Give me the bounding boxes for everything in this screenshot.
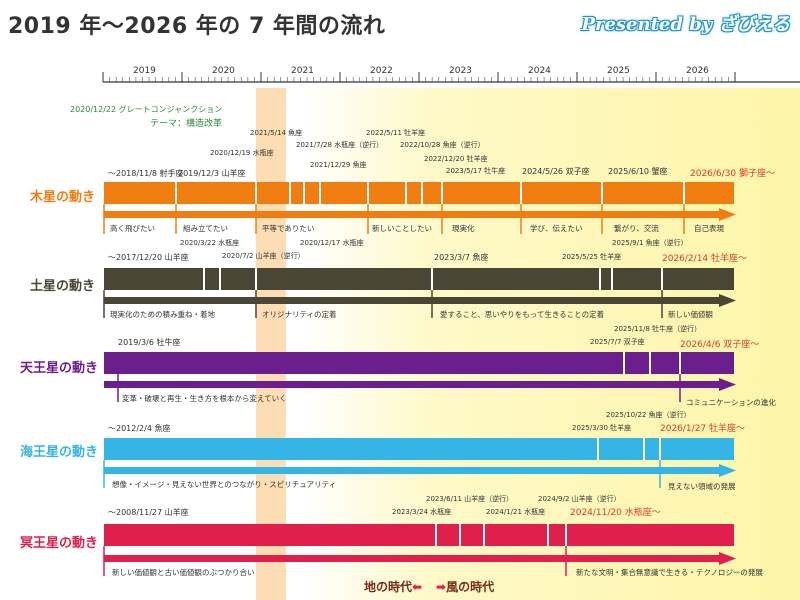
neptune-arrow [104,464,736,477]
presented-by-logo: Presented by ざびえる [581,14,790,35]
saturn-date-7: 2025/9/1 魚座（逆行） [612,239,688,247]
jupiter-date-2: 2019/12/3 山羊座 [178,169,246,178]
saturn-date-4: 2020/12/17 水瓶座 [300,239,364,247]
pluto-date-6: 2024/11/20 水瓶座〜 [570,508,661,518]
year-label-2026: 2026 [686,66,709,76]
year-axis [102,72,800,83]
jupiter-theme-3: 平等でありたい [262,224,315,233]
saturn-arrow [104,294,736,307]
jupiter-theme-2: 組み立てたい [183,224,228,233]
pluto-date-1: 〜2008/11/27 山羊座 [108,508,189,517]
great-conjunction-highlight [256,88,286,600]
pluto-date-2: 2023/3/24 水瓶座 [392,508,452,516]
saturn-date-5: 2023/3/7 魚座 [434,253,489,262]
jupiter-date-10: 2023/5/17 牡牛座 [446,167,506,175]
jupiter-row-title: 木星の動き [30,190,96,205]
great-conjunction-label: 2020/12/22 グレートコンジャンクション [70,105,223,114]
pluto-bar [104,524,734,546]
uranus-date-2: 2025/7/7 双子座 [590,338,645,346]
great-conjunction-theme: テーマ：構造改革 [150,119,223,129]
jupiter-date-11: 2024/5/26 双子座 [522,167,590,176]
right-arrow-icon: ➡ [436,580,447,594]
year-label-2019: 2019 [133,66,156,76]
earth-era-text: 地の時代 [364,580,413,594]
year-label-2025: 2025 [607,66,630,76]
saturn-date-8: 2026/2/14 牡羊座〜 [662,254,748,264]
saturn-row-title: 土星の動き [30,279,96,294]
pluto-theme-2: 新たな文明・集合無意識で生きる・テクノロジーの発展 [576,568,763,577]
neptune-theme-2: 見えない領域の発展 [668,482,736,491]
uranus-theme-1: 変革・破壊と再生・生き方を根本から変えていく [122,394,287,403]
jupiter-theme-5: 現実化 [452,224,475,233]
jupiter-date-13: 2026/6/30 獅子座〜 [690,169,776,179]
jupiter-date-7: 2022/5/11 牡羊座 [366,129,426,137]
neptune-date-4: 2026/1/27 牡羊座〜 [660,424,746,434]
jupiter-theme-8: 自己表現 [694,224,724,233]
saturn-bar [104,268,734,290]
left-arrow-icon: ⬅ [412,580,423,594]
pluto-date-3: 2023/6/11 山羊座（逆行） [426,495,514,503]
jupiter-date-8: 2022/10/28 魚座（逆行） [400,141,485,149]
jupiter-theme-7: 繋がり、交流 [614,224,659,233]
pluto-row-title: 冥王星の動き [20,536,99,551]
neptune-date-2: 2025/3/30 牡羊座 [572,424,632,432]
uranus-arrow [104,378,736,391]
uranus-date-4: 2026/4/6 双子座〜 [680,340,760,350]
neptune-date-1: 〜2012/2/4 魚座 [108,424,171,433]
uranus-theme-2: コミュニケーションの進化 [686,398,776,407]
saturn-date-2: 2020/3/22 水瓶座 [180,239,240,247]
wind-era-label: ➡風の時代 [436,578,494,595]
jupiter-date-9: 2022/12/20 牡羊座 [424,155,488,163]
saturn-theme-4: 新しい価値観 [668,310,713,319]
pluto-theme-1: 新しい価値観と古い価値観のぶつかり合い [112,568,255,577]
neptune-theme-1: 想像・イメージ・見えない世界とのつながり・スピリチュアリティ [112,480,337,489]
year-label-2022: 2022 [370,66,393,76]
jupiter-bar [104,182,734,204]
year-label-2023: 2023 [449,66,472,76]
jupiter-date-1: 〜2018/11/8 射手座 [108,169,184,178]
jupiter-theme-1: 高く飛びたい [110,224,155,233]
wind-era-text: 風の時代 [446,580,495,594]
uranus-row-title: 天王星の動き [20,361,99,376]
jupiter-date-3: 2020/12/19 水瓶座 [210,149,274,157]
saturn-theme-1: 現実化のための積み重ね・着地 [110,310,215,319]
pluto-date-4: 2024/1/21 水瓶座 [486,508,546,516]
jupiter-date-6: 2021/12/29 魚座 [310,161,367,169]
jupiter-theme-4: 新しいことしたい [372,224,432,233]
jupiter-date-5: 2021/7/28 水瓶座（逆行） [296,141,384,149]
uranus-bar [104,352,734,374]
neptune-row-title: 海王星の動き [20,445,99,460]
uranus-date-3: 2025/11/8 牡牛座（逆行） [614,325,702,333]
earth-era-label: 地の時代⬅ [364,578,422,595]
saturn-date-3: 2020/7/2 山羊座（逆行） [222,252,305,260]
wind-era-zone [432,88,800,600]
jupiter-date-4: 2021/5/14 魚座 [250,129,303,137]
saturn-date-1: 〜2017/12/20 山羊座 [108,253,189,262]
neptune-bar [104,438,734,460]
jupiter-theme-6: 学び、伝えたい [530,224,583,233]
saturn-theme-2: オリジナリティの定着 [262,310,337,319]
pluto-date-5: 2024/9/2 山羊座（逆行） [538,495,621,503]
neptune-date-3: 2025/10/22 魚座（逆行） [606,411,691,419]
saturn-date-6: 2025/5/25 牡羊座 [562,253,622,261]
year-label-2021: 2021 [291,66,314,76]
pluto-arrow [104,552,736,565]
year-label-2024: 2024 [528,66,551,76]
uranus-date-1: 2019/3/6 牡牛座 [118,338,181,347]
year-label-2020: 2020 [212,66,235,76]
wind-era-fade [300,88,432,600]
jupiter-arrow [104,208,736,221]
jupiter-date-12: 2025/6/10 蟹座 [608,167,668,176]
saturn-theme-3: 愛すること、思いやりをもって生きることの定着 [440,310,605,319]
page-title: 2019 年〜2026 年の 7 年間の流れ [8,14,386,39]
